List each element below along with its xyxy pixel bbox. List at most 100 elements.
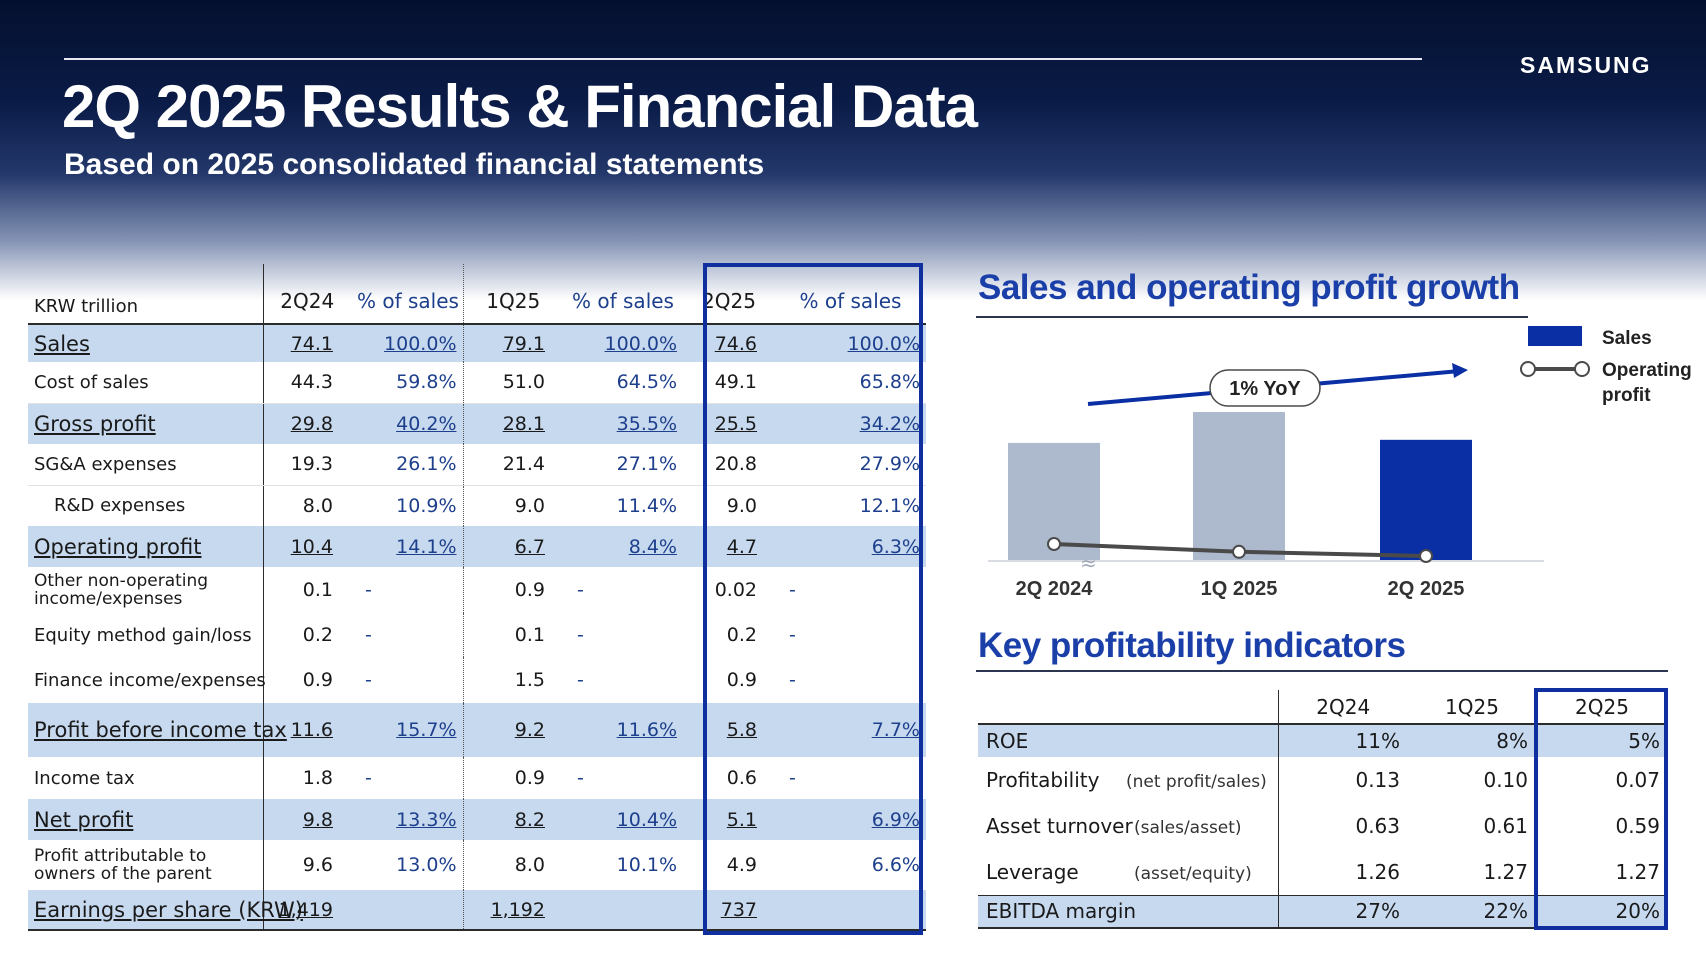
cell: - [577,579,584,601]
cell: - [577,624,584,646]
kpi-cell: 0.13 [1277,757,1408,803]
col-header: 2Q25 [683,264,775,325]
cell: 10.4 [262,526,351,567]
table-row: SG&A expenses 19.3 26.1% 21.4 27.1% 20.8… [28,444,926,486]
kpi-row: Leverage (asset/equity) 1.26 1.27 1.27 [978,849,1668,895]
cell: 9.2 [462,703,563,757]
cell: 10.4% [563,799,683,840]
row-label: Gross profit [28,403,263,444]
cell: - [789,669,796,691]
income-statement-table: KRW trillion 2Q24 % of sales 1Q25 % of s… [28,264,926,931]
cell: 34.2% [775,403,926,444]
table-row: Gross profit 29.8 40.2% 28.1 35.5% 25.5 … [28,403,926,444]
legend-op-marker [1574,361,1590,377]
row-label: SG&A expenses [28,444,263,486]
cell: - [789,767,796,789]
cell: 51.0 [462,362,563,404]
cell: 79.1 [462,324,563,362]
kpi-col-header: 2Q24 [1277,690,1408,725]
kpi-cell: 8% [1408,724,1536,757]
cell: 0.9 [726,669,757,691]
row-label: Profit attributable to owners of the par… [34,846,212,884]
cell [775,890,926,931]
table-row: Income tax 1.8 - 0.9 - 0.6 - [28,757,926,799]
col-header: % of sales [351,264,463,325]
cell: - [365,669,372,691]
kpi-cell: 1.27 [1615,859,1660,884]
table-row: Sales 74.1 100.0% 79.1 100.0% 74.6 100.0… [28,324,926,362]
axis-break-icon: ≈ [1080,551,1097,575]
cell: 29.8 [262,403,351,444]
kpi-metric: Leverage (asset/equity) [978,849,1278,895]
cell: 1,419 [262,890,351,931]
cell [563,890,683,931]
cell: 0.2 [726,624,757,646]
table-header-row: KRW trillion 2Q24 % of sales 1Q25 % of s… [28,264,926,325]
row-label: Other non-operating income/expenses [34,571,209,609]
header-band [0,0,1706,300]
cell: 8.0 [462,840,563,890]
kpi-row: Profitability (net profit/sales) 0.13 0.1… [978,757,1668,803]
table-row: Profit attributable to owners of the par… [28,840,926,890]
row-label: Equity method gain/loss [34,624,252,646]
cell: 27.1% [563,444,683,486]
table-row: R&D expenses 8.0 10.9% 9.0 11.4% 9.0 12.… [28,485,926,526]
cell: 11.6 [262,703,351,757]
kpi-header-row: 2Q24 1Q25 2Q25 [978,690,1668,725]
cell: 0.2 [262,613,351,657]
cell: 7.7% [775,703,926,757]
cell: - [789,624,796,646]
cell: 0.9 [462,757,563,799]
kpi-metric-name: Leverage [986,859,1079,884]
page-subtitle: Based on 2025 consolidated financial sta… [64,148,765,181]
kpi-cell: 27% [1277,894,1408,929]
table-row: Cost of sales 44.3 59.8% 51.0 64.5% 49.1… [28,362,926,404]
x-tick-label: 1Q 2025 [1201,578,1278,600]
cell [351,890,463,931]
kpi-cell: 20% [1536,894,1668,929]
row-label: Net profit [28,799,263,840]
cell: - [789,579,796,601]
kpi-formula: (asset/equity) [1134,863,1252,884]
table-row: Other non-operating income/expenses 0.1 … [28,567,926,613]
cell: 1.8 [262,757,351,799]
cell: 0.9 [462,567,563,613]
kpi-cell: 0.10 [1483,768,1528,792]
cell: 9.8 [262,799,351,840]
unit-label: KRW trillion [28,264,263,325]
cell: 0.1 [462,613,563,657]
kpi-cell: 5% [1536,724,1668,757]
kpi-row: EBITDA margin 27% 22% 20% [978,894,1668,929]
kpi-metric: ROE [978,724,1278,757]
kpi-metric-name: Asset turnover [986,814,1133,838]
cell: 0.9 [262,657,351,703]
kpi-table: 2Q24 1Q25 2Q25 ROE 11% 8% 5% Profitabili… [978,690,1668,929]
sales-bars [1008,412,1472,561]
op-point [1047,537,1061,551]
legend-op-text-line: profit [1602,385,1651,406]
kpi-cell: 1.27 [1483,859,1528,884]
row-label: Profit before income tax [28,703,287,757]
cell: 74.6 [683,324,775,362]
op-point [1419,549,1433,563]
sales-bar [1380,439,1472,561]
cell: 74.1 [262,324,351,362]
kpi-cell: 0.61 [1483,814,1528,838]
kpi-section-rule [976,670,1668,672]
cell: 4.9 [726,854,757,876]
cell: 27.9% [775,444,926,486]
cell: 44.3 [262,362,351,404]
cell: 40.2% [351,403,463,444]
cell: 59.8% [351,362,463,404]
kpi-formula: (sales/asset) [1134,818,1242,838]
cell: 8.2 [462,799,563,840]
cell: 100.0% [563,324,683,362]
cell: 5.8 [683,703,775,757]
cell: 9.0 [726,494,757,517]
col-header: % of sales [775,264,926,325]
kpi-header-blank [978,690,1278,725]
legend-op-text-line: Operating [1602,360,1692,381]
cell: 26.1% [351,444,463,486]
cell: 21.4 [462,444,563,486]
cell: 8.0 [262,485,351,526]
